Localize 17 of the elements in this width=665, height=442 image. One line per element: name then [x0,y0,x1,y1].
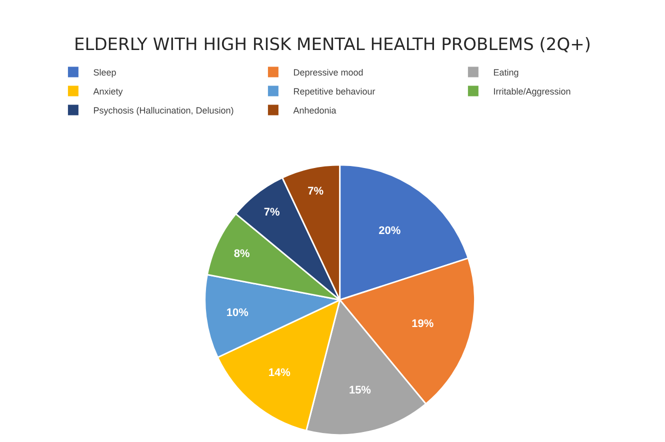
legend-label: Repetitive behaviour [293,86,376,96]
data-label: 14% [268,366,291,379]
legend-label: Irritable/Aggression [493,86,571,96]
legend-label: Psychosis (Hallucination, Delusion) [93,105,234,116]
chart-title: ELDERLY WITH HIGH RISK MENTAL HEALTH PROBLEMS (2Q+) [74,35,592,56]
data-label: 10% [226,306,249,319]
data-label: 15% [348,384,372,397]
legend-label: Eating [493,67,519,78]
legend-label: Anhedonia [293,105,336,116]
data-label: 8% [234,248,250,260]
data-label: 7% [308,186,324,198]
data-label: 20% [378,225,401,238]
legend-label: Anxiety [93,86,124,96]
data-label: 19% [412,318,434,330]
legend-label: Sleep [93,67,116,78]
legend-label: Depressive mood [293,67,364,78]
data-label: 7% [264,206,280,218]
